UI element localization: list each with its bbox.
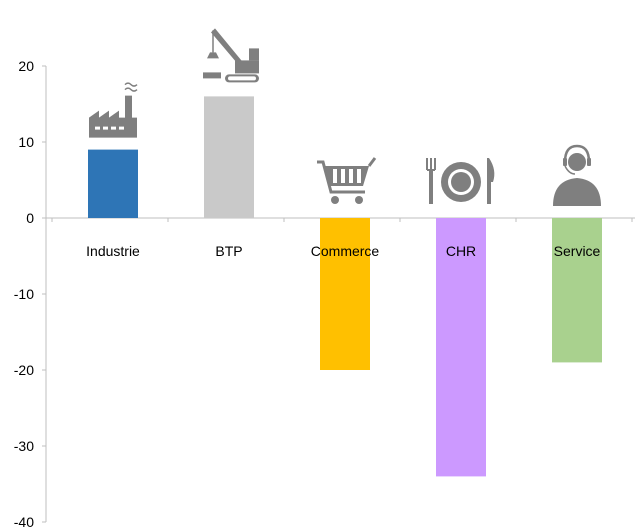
customer-service-headset-icon	[553, 144, 601, 206]
category-label: CHR	[446, 243, 476, 259]
y-tick-label: -40	[14, 514, 34, 530]
bar-chr	[436, 218, 486, 477]
category-labels: Industrie BTP Commerce CHR Service	[86, 243, 600, 259]
y-tick-label: -30	[14, 438, 34, 454]
y-tick-label: 20	[18, 58, 34, 74]
category-label: BTP	[215, 243, 242, 259]
bar-service	[552, 218, 602, 363]
y-axis-ticks: 20 10 0 -10 -20 -30 -40	[14, 58, 633, 530]
category-label: Service	[554, 243, 601, 259]
y-tick-label: -20	[14, 362, 34, 378]
y-tick-label: 10	[18, 134, 34, 150]
bars-group	[88, 96, 602, 477]
shopping-cart-icon	[317, 157, 377, 204]
category-label: Industrie	[86, 243, 140, 259]
category-icons	[89, 28, 601, 206]
category-label: Commerce	[311, 243, 380, 259]
factory-icon	[89, 82, 138, 138]
y-tick-label: 0	[26, 210, 34, 226]
y-tick-label: -10	[14, 286, 34, 302]
bar-industrie	[88, 149, 138, 218]
bar-commerce	[320, 218, 370, 370]
plate-cutlery-icon	[426, 158, 495, 204]
bar-btp	[204, 96, 254, 218]
crane-icon	[203, 28, 259, 83]
